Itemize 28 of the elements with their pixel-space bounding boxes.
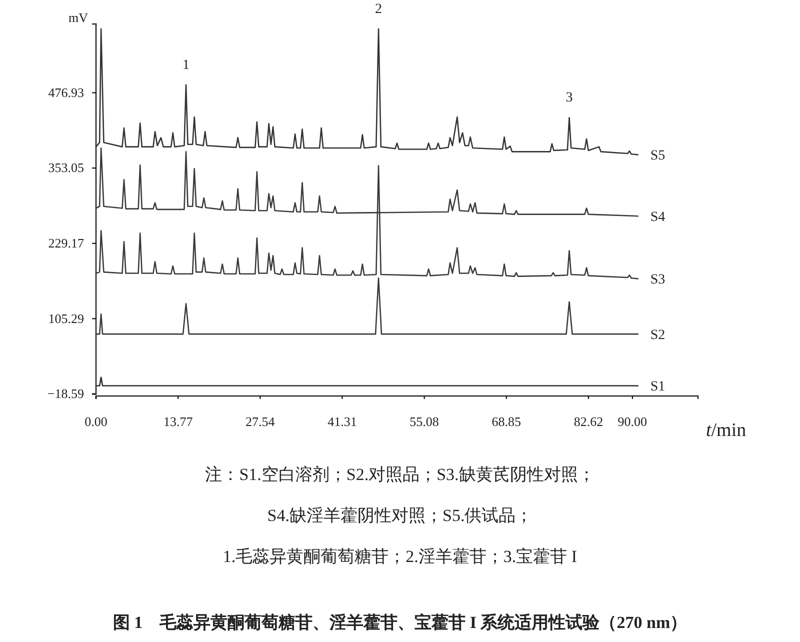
y-tick-label: 353.05 xyxy=(48,160,84,176)
x-tick-label: 90.00 xyxy=(618,414,648,430)
x-tick-label: 0.00 xyxy=(84,414,108,430)
annotation: 1 xyxy=(182,58,190,73)
series-label: S2 xyxy=(650,328,666,344)
text: S4.缺淫羊藿阴性对照；S5.供试品； xyxy=(267,506,533,525)
y-tick-label: 476.93 xyxy=(48,84,84,100)
x-tick-label: 55.08 xyxy=(410,414,439,430)
y-tick-label: −18.59 xyxy=(47,386,84,402)
annotation: 3 xyxy=(566,90,573,106)
x-tick-label: 27.54 xyxy=(246,414,276,430)
x-axis-title: t/min xyxy=(706,420,747,441)
series-label: S4 xyxy=(650,210,666,226)
line-series xyxy=(95,28,640,156)
series-label: S5 xyxy=(650,148,666,164)
x-tick-label: 41.31 xyxy=(328,414,357,430)
annotation: 2 xyxy=(375,2,382,17)
x-tick-label: 82.62 xyxy=(574,414,604,430)
y-tick-label: 105.29 xyxy=(48,310,84,326)
text: 注：S1.空白溶剂；S2.对照品；S3.缺黄芪阴性对照； xyxy=(205,465,595,484)
x-tick-label: 13.77 xyxy=(163,414,194,430)
series-label: S3 xyxy=(650,272,666,288)
y-tick-label: 229.17 xyxy=(48,236,84,251)
x-tick-label: 68.85 xyxy=(492,414,521,430)
y-axis-title: mV xyxy=(68,10,89,25)
text: 1.毛蕊异黄酮葡萄糖苷；2.淫羊藿苷；3.宝藿苷 I xyxy=(222,547,578,566)
text: 图 1 毛蕊异黄酮葡萄糖苷、淫羊藿苷、宝藿苷 I 系统适用性试验（270 nm） xyxy=(112,613,688,632)
series-label: S1 xyxy=(650,380,666,395)
